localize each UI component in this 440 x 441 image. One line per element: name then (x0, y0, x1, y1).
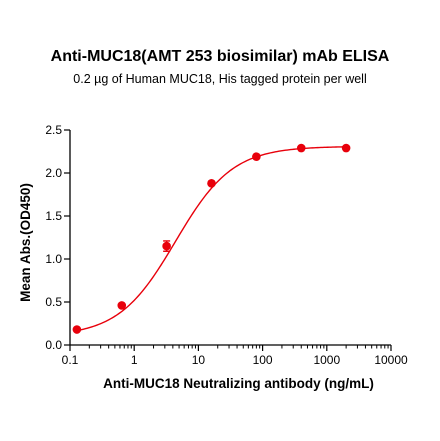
x-tick-label: 100 (253, 353, 273, 367)
y-tick-label: 2.5 (45, 123, 62, 137)
data-point (117, 301, 127, 310)
data-point (252, 152, 261, 161)
y-tick-label: 1.0 (45, 252, 62, 266)
fit-curve (76, 146, 347, 332)
data-point (341, 143, 351, 153)
x-tick-label: 1000 (313, 353, 340, 367)
x-tick-label: 0.1 (62, 353, 79, 367)
x-tick-label: 10000 (374, 353, 408, 367)
x-axis-title: Anti-MUC18 Neutralizing antibody (ng/mL) (103, 376, 374, 391)
y-tick-label: 2.0 (45, 166, 62, 180)
y-tick-label: 0.5 (45, 295, 62, 309)
data-point (207, 179, 216, 188)
y-tick-label: 1.5 (45, 209, 62, 223)
y-tick-label: 0.0 (45, 338, 62, 352)
x-tick-label: 10 (192, 353, 206, 367)
data-point (296, 143, 306, 153)
data-point (72, 325, 82, 334)
x-tick-label: 1 (131, 353, 138, 367)
chart-subtitle: 0.2 µg of Human MUC18, His tagged protei… (73, 72, 367, 86)
chart-title: Anti-MUC18(AMT 253 biosimilar) mAb ELISA (50, 48, 390, 65)
data-point (162, 241, 171, 251)
y-axis-title: Mean Abs.(OD450) (18, 183, 33, 302)
